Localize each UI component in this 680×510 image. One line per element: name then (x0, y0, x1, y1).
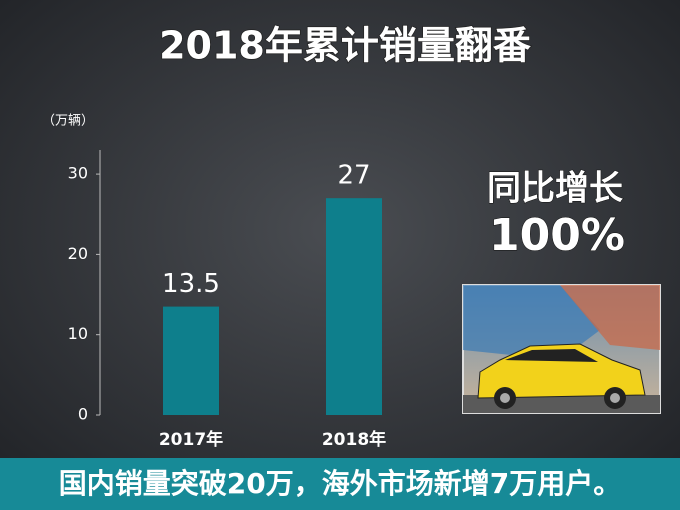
bar (326, 198, 382, 415)
annotation: 同比增长 (487, 169, 623, 209)
footer: 国内销量突破20万，海外市场新增7万用户。 (59, 467, 621, 500)
y-tick-label: 10 (68, 324, 88, 343)
x-tick-label: 2018年 (322, 429, 386, 450)
annotation: 100% (489, 210, 625, 261)
y-tick-label: 20 (68, 244, 88, 263)
y-axis-label: （万辆） (42, 114, 94, 129)
footer-band (0, 458, 680, 510)
car-photo (462, 284, 661, 414)
y-tick-label: 0 (78, 405, 88, 424)
y-tick-label: 30 (68, 164, 88, 183)
value-label: 13.5 (162, 269, 220, 299)
x-tick-label: 2017年 (159, 429, 223, 450)
bar (163, 306, 219, 415)
value-label: 27 (337, 161, 370, 191)
chart-title: 2018年累计销量翻番 (159, 24, 531, 68)
